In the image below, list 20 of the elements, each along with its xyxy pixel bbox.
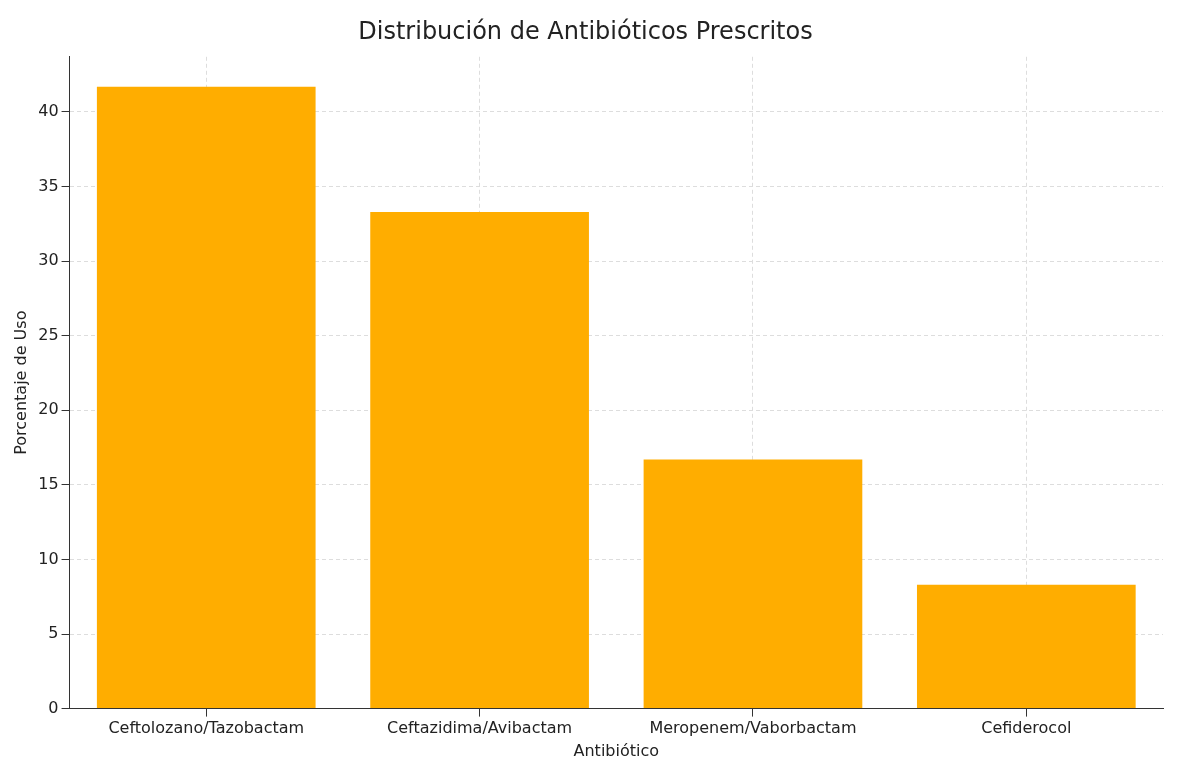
y-tick-label: 40: [38, 101, 59, 121]
y-tick-label: 35: [38, 175, 59, 195]
x-tick-label: Meropenem/Vaborbactam: [649, 718, 857, 738]
y-tick-label: 25: [38, 324, 59, 344]
x-tick-label: Ceftazidima/Avibactam: [387, 718, 573, 738]
chart-title: Distribución de Antibióticos Prescritos: [358, 16, 813, 45]
y-tick-label: 5: [48, 623, 59, 643]
y-tick-label: 30: [38, 250, 59, 270]
bar: [96, 86, 316, 709]
y-tick-label: 20: [38, 399, 59, 419]
x-tick-label: Cefiderocol: [981, 718, 1072, 738]
x-axis-title: Antibiótico: [573, 740, 660, 760]
y-tick-label: 0: [48, 697, 59, 717]
bar: [916, 584, 1136, 709]
x-tick-label: Ceftolozano/Tazobactam: [108, 718, 305, 738]
bar: [370, 211, 589, 709]
bar: [643, 459, 863, 709]
y-tick-label: 10: [38, 548, 59, 568]
y-tick-label: 15: [38, 474, 59, 494]
y-axis-title: Porcentaje de Uso: [10, 310, 30, 455]
